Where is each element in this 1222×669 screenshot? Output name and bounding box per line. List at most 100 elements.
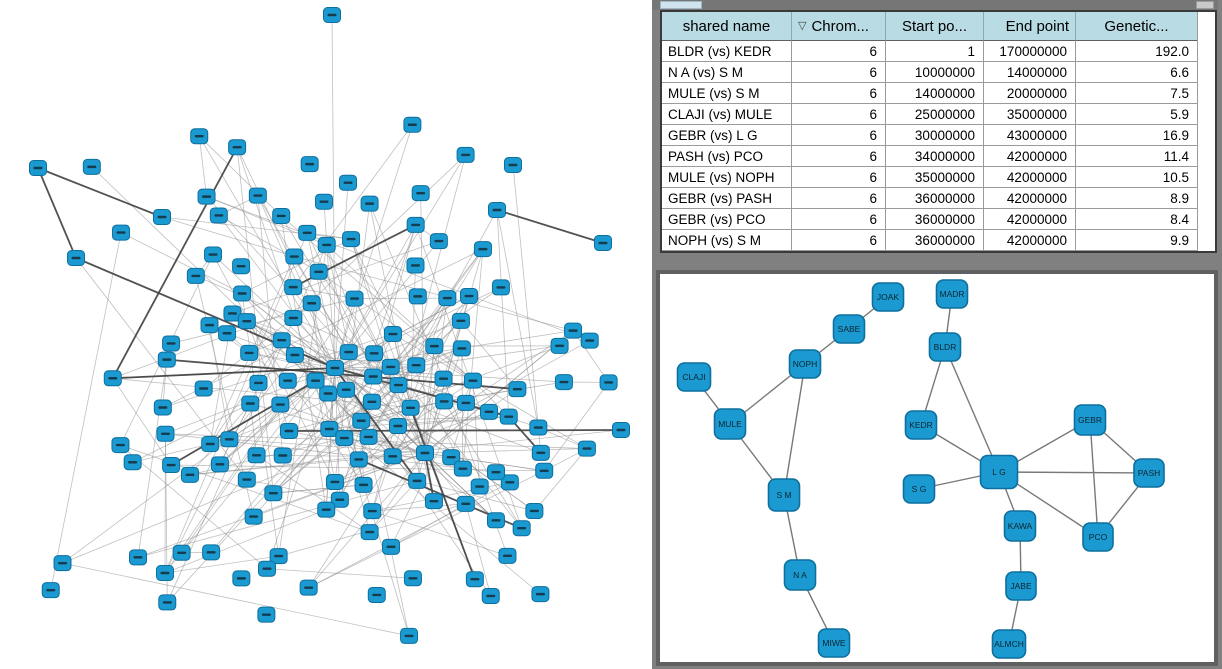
network-node[interactable] xyxy=(162,457,181,474)
network-node[interactable] xyxy=(247,447,266,464)
row-value-cell[interactable]: 5.9 xyxy=(1076,104,1198,125)
network-edge[interactable] xyxy=(944,346,1000,473)
network-node[interactable] xyxy=(190,128,209,145)
network-node[interactable] xyxy=(323,7,341,23)
node-shape[interactable] xyxy=(871,282,905,312)
row-shared-name-cell[interactable]: MULE (vs) NOPH xyxy=(662,167,792,188)
network-node[interactable] xyxy=(345,290,364,307)
column-header[interactable]: End point xyxy=(984,12,1076,41)
network-node[interactable] xyxy=(162,335,181,352)
network-node[interactable] xyxy=(82,158,101,175)
row-value-cell[interactable]: 34000000 xyxy=(886,146,984,167)
network-node[interactable] xyxy=(320,420,339,437)
network-node[interactable] xyxy=(429,233,448,250)
network-node[interactable] xyxy=(237,313,256,330)
network-node[interactable] xyxy=(535,462,554,479)
node-shape[interactable] xyxy=(1073,404,1107,436)
row-shared-name-cell[interactable]: BLDR (vs) KEDR xyxy=(662,41,792,62)
network-node[interactable] xyxy=(232,570,251,587)
column-header[interactable]: ▽ Chrom... xyxy=(792,12,886,41)
network-node[interactable] xyxy=(504,157,522,173)
network-node[interactable] xyxy=(531,586,550,603)
network-node[interactable] xyxy=(425,338,444,355)
node-shape[interactable] xyxy=(832,314,866,344)
network-node[interactable] xyxy=(278,372,297,389)
row-shared-name-cell[interactable]: PASH (vs) PCO xyxy=(662,146,792,167)
network-node[interactable] xyxy=(388,417,407,434)
network-node[interactable] xyxy=(317,236,336,253)
network-node[interactable] xyxy=(298,224,317,241)
network-node[interactable] xyxy=(488,202,506,218)
network-node[interactable] xyxy=(285,346,304,363)
network-node[interactable] xyxy=(317,501,336,518)
row-value-cell[interactable]: 11.4 xyxy=(1076,146,1198,167)
network-node[interactable] xyxy=(512,520,531,537)
network-edge[interactable] xyxy=(1089,419,1099,538)
network-node[interactable]: KEDR xyxy=(904,410,938,440)
row-value-cell[interactable]: 6 xyxy=(792,209,886,230)
network-node[interactable] xyxy=(500,474,519,491)
network-node[interactable] xyxy=(53,555,72,572)
network-node[interactable] xyxy=(319,385,338,402)
network-node[interactable] xyxy=(326,360,344,376)
network-node[interactable] xyxy=(403,116,422,133)
network-node[interactable]: MIWE xyxy=(817,628,851,658)
network-node[interactable]: PCO xyxy=(1082,522,1114,552)
network-node[interactable] xyxy=(258,560,277,577)
network-node[interactable] xyxy=(339,344,358,361)
network-node[interactable] xyxy=(473,241,492,258)
network-node[interactable] xyxy=(202,544,221,561)
network-node[interactable] xyxy=(400,627,419,644)
row-value-cell[interactable]: 35000000 xyxy=(886,167,984,188)
network-node[interactable] xyxy=(158,594,177,611)
network-node[interactable]: BLDR xyxy=(928,332,962,362)
network-node[interactable] xyxy=(381,358,400,375)
network-node[interactable]: SABE xyxy=(832,314,866,344)
node-shape[interactable] xyxy=(979,454,1019,490)
network-node[interactable] xyxy=(481,587,500,604)
network-node[interactable] xyxy=(201,435,220,452)
row-value-cell[interactable]: 42000000 xyxy=(984,188,1076,209)
network-node[interactable] xyxy=(248,187,267,204)
network-node[interactable] xyxy=(408,288,427,305)
row-value-cell[interactable]: 36000000 xyxy=(886,188,984,209)
network-node[interactable] xyxy=(209,207,228,224)
network-node[interactable] xyxy=(442,449,461,466)
row-value-cell[interactable]: 8.4 xyxy=(1076,209,1198,230)
network-node[interactable] xyxy=(257,606,276,623)
network-node[interactable] xyxy=(480,403,499,420)
network-node[interactable] xyxy=(204,246,223,263)
row-shared-name-cell[interactable]: CLAJI (vs) MULE xyxy=(662,104,792,125)
network-node[interactable] xyxy=(456,495,475,512)
row-value-cell[interactable]: 6 xyxy=(792,125,886,146)
network-node[interactable] xyxy=(67,250,85,266)
network-node[interactable] xyxy=(424,493,443,510)
network-node[interactable] xyxy=(241,395,260,412)
row-value-cell[interactable]: 42000000 xyxy=(984,146,1076,167)
node-shape[interactable] xyxy=(935,279,969,309)
network-node[interactable] xyxy=(237,471,256,488)
network-node[interactable] xyxy=(612,422,630,438)
network-node[interactable] xyxy=(300,156,319,173)
node-shape[interactable] xyxy=(817,628,851,658)
network-node[interactable] xyxy=(487,464,506,481)
row-value-cell[interactable]: 14000000 xyxy=(984,62,1076,83)
network-node[interactable] xyxy=(186,267,205,284)
node-shape[interactable] xyxy=(904,410,938,440)
network-node[interactable] xyxy=(529,419,548,436)
network-node[interactable] xyxy=(365,345,384,362)
row-value-cell[interactable]: 192.0 xyxy=(1076,41,1198,62)
table-scrollbar-track[interactable] xyxy=(1197,12,1215,251)
network-node[interactable] xyxy=(197,188,216,205)
row-value-cell[interactable]: 30000000 xyxy=(886,125,984,146)
network-node[interactable] xyxy=(302,295,321,312)
row-value-cell[interactable]: 10000000 xyxy=(886,62,984,83)
network-node[interactable] xyxy=(564,322,583,339)
network-node[interactable] xyxy=(354,476,373,493)
network-node[interactable] xyxy=(407,357,426,374)
network-node[interactable] xyxy=(403,570,422,587)
node-shape[interactable] xyxy=(713,408,747,440)
row-value-cell[interactable]: 42000000 xyxy=(984,167,1076,188)
network-node[interactable] xyxy=(156,425,175,442)
network-node[interactable] xyxy=(284,310,303,327)
